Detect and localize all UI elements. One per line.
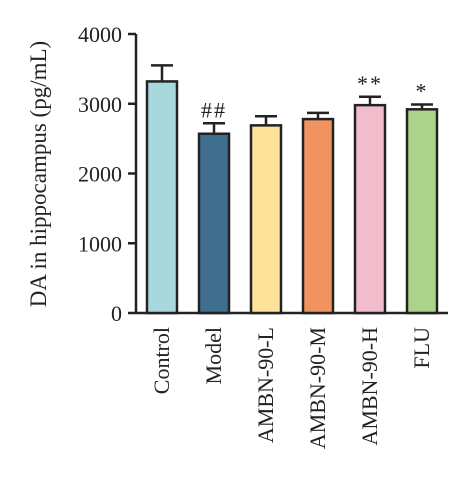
x-tick-label: Model: [201, 327, 226, 384]
bar: [301, 117, 335, 315]
bar-group: **: [353, 71, 387, 315]
significance-label: ##: [201, 97, 227, 122]
bars: ##** *: [145, 64, 439, 315]
axes: [134, 34, 448, 315]
x-tick-label: AMBN-90-L: [253, 327, 278, 443]
significance-label: **: [357, 71, 383, 96]
y-tick-label: 0: [111, 301, 122, 326]
bar-group: [145, 64, 179, 315]
y-axis-label: DA in hippocampus (pg/mL): [26, 41, 51, 307]
bar: [353, 103, 387, 315]
significance-label: *: [416, 78, 429, 103]
bar-group: *: [405, 78, 439, 315]
y-tick-label: 1000: [78, 231, 122, 256]
bar: [249, 124, 283, 315]
y-tick-label: 4000: [78, 22, 122, 47]
x-tick-label: AMBN-90-M: [305, 327, 330, 449]
y-tick-label: 2000: [78, 162, 122, 187]
y-ticks: 0 1000 2000 3000 4000: [78, 22, 136, 326]
x-tick-labels: Control Model AMBN-90-L AMBN-90-M AMBN-90-H F…: [149, 327, 434, 449]
bar-group: [249, 115, 283, 315]
x-tick-label: FLU: [409, 327, 434, 369]
bar-group: [301, 111, 335, 315]
bar-group: ##: [197, 97, 231, 315]
x-tick-label: AMBN-90-H: [357, 327, 382, 446]
y-tick-label: 3000: [78, 92, 122, 117]
bar: [405, 108, 439, 315]
bar: [197, 132, 231, 315]
x-tick-label: Control: [149, 327, 174, 394]
bar: [145, 80, 179, 315]
